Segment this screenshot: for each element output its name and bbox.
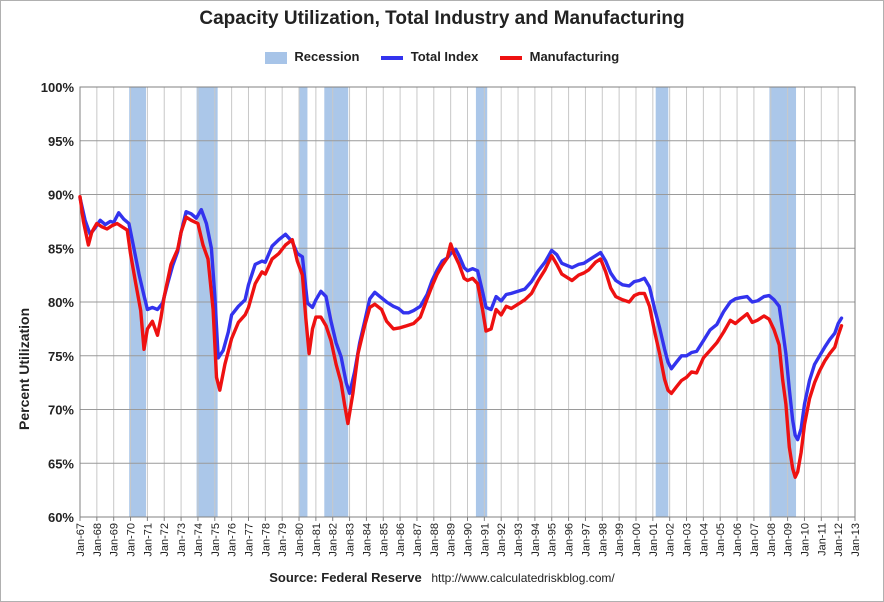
x-tick-label-34: Jan-01 [648, 523, 660, 557]
x-tick-label-12: Jan-79 [277, 523, 289, 557]
legend: Recession Total Index Manufacturing [0, 48, 884, 64]
x-tick-label-46: Jan-13 [850, 523, 862, 557]
x-tick-label-36: Jan-03 [682, 523, 694, 557]
x-tick-label-7: Jan-74 [193, 523, 205, 557]
x-tick-label-2: Jan-69 [109, 523, 121, 557]
legend-item-total-index: Total Index [381, 49, 478, 64]
legend-swatch-recession [264, 51, 287, 64]
x-tick-label-1: Jan-68 [92, 523, 104, 557]
x-tick-label-40: Jan-07 [749, 523, 761, 557]
legend-swatch-total-index [381, 55, 404, 60]
x-tick-label-13: Jan-80 [294, 523, 306, 557]
x-tick-label-5: Jan-72 [159, 523, 171, 557]
legend-label-manufacturing: Manufacturing [529, 49, 620, 65]
y-tick-label-3: 75% [48, 349, 74, 364]
x-tick-label-41: Jan-08 [766, 523, 778, 557]
x-tick-label-4: Jan-71 [142, 523, 154, 557]
x-tick-label-31: Jan-98 [597, 523, 609, 557]
x-tick-label-38: Jan-05 [715, 523, 727, 557]
y-tick-label-8: 100% [41, 80, 75, 95]
x-tick-label-45: Jan-12 [833, 523, 845, 557]
x-tick-label-18: Jan-85 [378, 523, 390, 557]
legend-item-recession: Recession [264, 49, 360, 65]
x-tick-label-19: Jan-86 [395, 523, 407, 557]
x-tick-label-24: Jan-91 [479, 523, 491, 557]
y-tick-label-5: 85% [48, 241, 74, 256]
y-tick-label-1: 65% [48, 456, 74, 471]
x-tick-label-42: Jan-09 [783, 523, 795, 557]
x-tick-label-20: Jan-87 [412, 523, 424, 557]
x-tick-label-3: Jan-70 [126, 523, 138, 557]
x-tick-label-22: Jan-89 [446, 523, 458, 557]
source-line: Source: Federal Reserve http://www.calcu… [0, 570, 884, 585]
legend-label-recession: Recession [294, 49, 360, 65]
source-url[interactable]: http://www.calculatedriskblog.com/ [431, 571, 615, 585]
chart-title: Capacity Utilization, Total Industry and… [199, 8, 685, 29]
y-tick-label-4: 80% [48, 295, 74, 310]
x-tick-label-37: Jan-04 [698, 523, 710, 557]
series-line-manufacturing [78, 195, 844, 479]
x-tick-label-33: Jan-00 [631, 523, 643, 557]
x-tick-label-11: Jan-78 [260, 523, 272, 557]
x-tick-label-6: Jan-73 [176, 523, 188, 557]
legend-label-total-index: Total Index [410, 49, 479, 65]
source-label: Source: Federal Reserve [269, 570, 422, 585]
x-tick-label-30: Jan-97 [580, 523, 592, 557]
x-tick-label-14: Jan-81 [311, 523, 323, 557]
y-tick-label-2: 70% [48, 403, 74, 418]
x-tick-label-9: Jan-76 [227, 523, 239, 557]
x-tick-label-32: Jan-99 [614, 523, 626, 557]
y-tick-label-0: 60% [48, 510, 74, 525]
x-tick-label-8: Jan-75 [210, 523, 222, 557]
x-tick-label-17: Jan-84 [361, 523, 373, 557]
x-tick-label-25: Jan-92 [496, 523, 508, 557]
legend-item-manufacturing: Manufacturing [500, 49, 619, 64]
x-tick-label-39: Jan-06 [732, 523, 744, 557]
x-tick-label-0: Jan-67 [75, 523, 87, 557]
y-tick-label-7: 95% [48, 134, 74, 149]
x-tick-label-27: Jan-94 [530, 523, 542, 557]
x-tick-label-10: Jan-77 [243, 523, 255, 557]
x-tick-label-23: Jan-90 [463, 523, 475, 557]
x-tick-label-26: Jan-93 [513, 523, 525, 557]
series-line-total-index [78, 196, 844, 442]
x-tick-label-43: Jan-10 [799, 523, 811, 557]
x-tick-label-16: Jan-83 [345, 523, 357, 557]
x-tick-label-35: Jan-02 [665, 523, 677, 557]
x-tick-label-28: Jan-95 [547, 523, 559, 557]
x-tick-label-21: Jan-88 [429, 523, 441, 557]
legend-swatch-manufacturing [500, 55, 522, 60]
x-tick-label-29: Jan-96 [564, 523, 576, 557]
x-tick-label-44: Jan-11 [816, 523, 828, 556]
y-tick-label-6: 90% [48, 188, 74, 203]
x-tick-label-15: Jan-82 [328, 523, 340, 557]
